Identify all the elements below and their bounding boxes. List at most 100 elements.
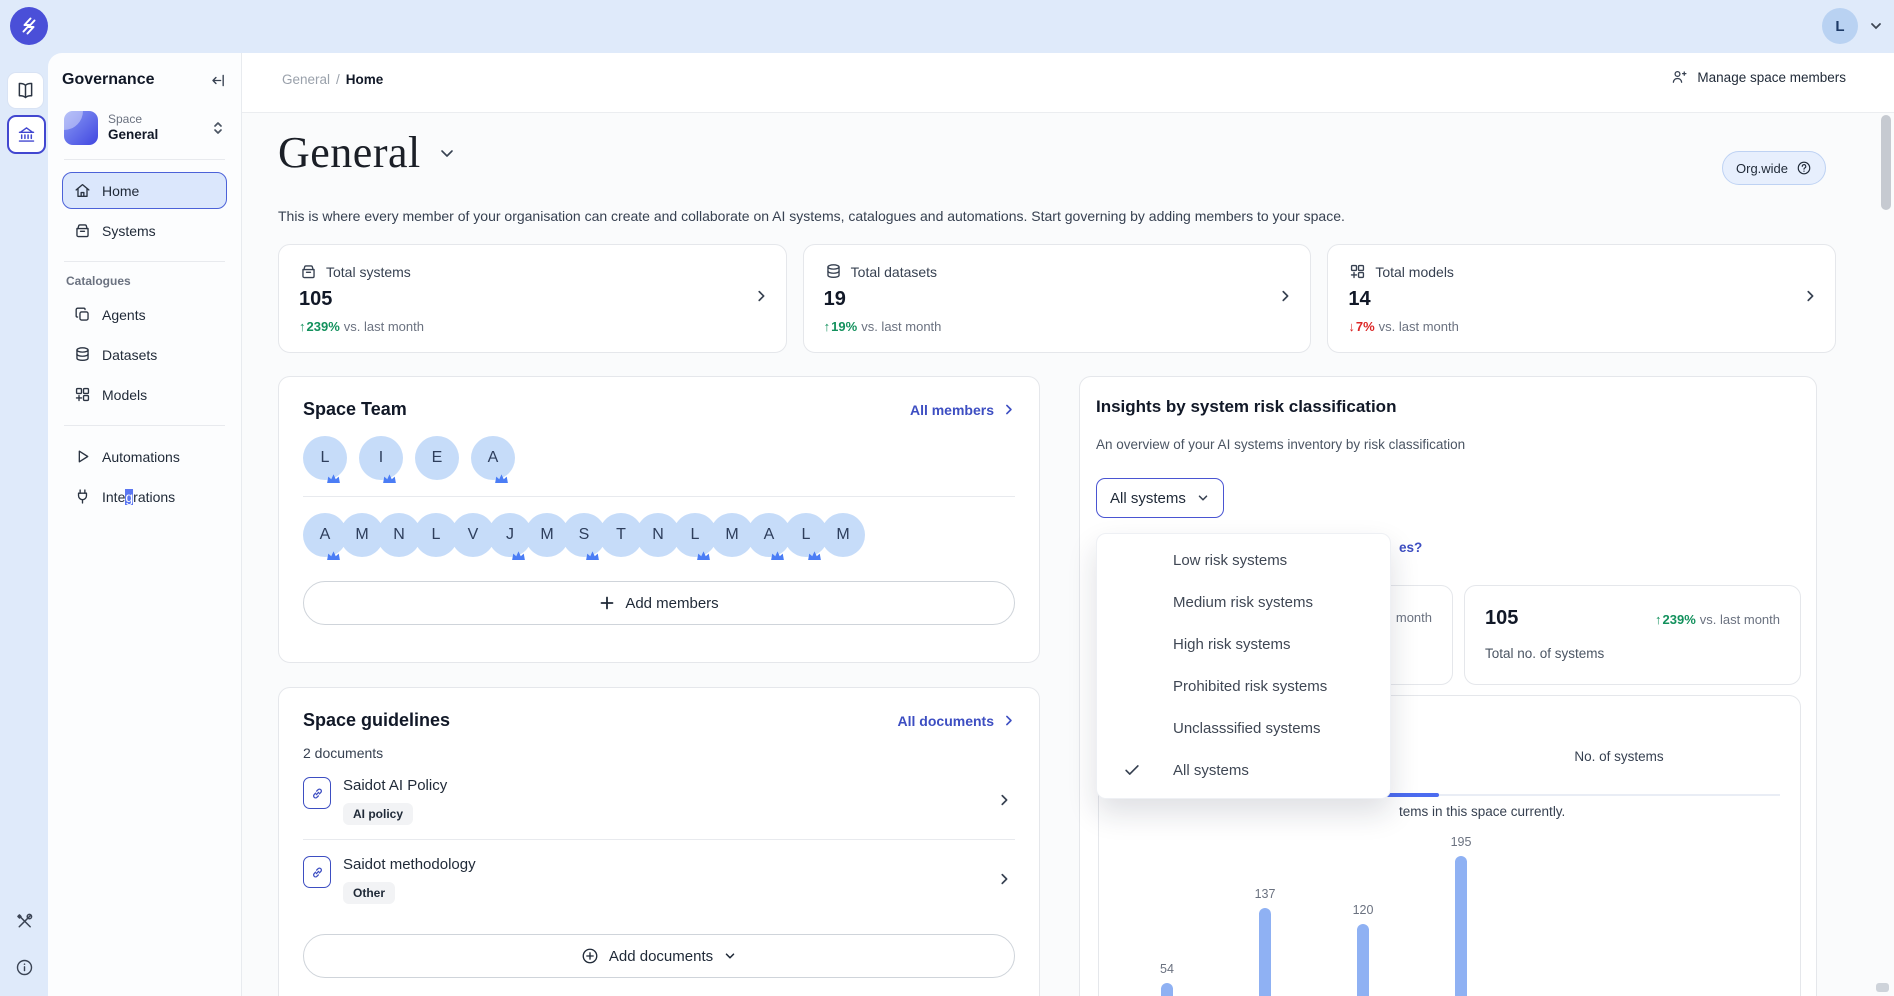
systems-icon	[299, 262, 318, 281]
add-members-button[interactable]: Add members	[303, 581, 1015, 625]
chevron-right-icon[interactable]	[997, 872, 1011, 886]
sidebar-item-label: Automations	[102, 448, 180, 465]
member-avatar[interactable]: L	[414, 513, 458, 557]
member-avatar[interactable]: A	[303, 513, 347, 560]
title-chevron-down-icon[interactable]	[437, 143, 457, 163]
breadcrumb-root[interactable]: General	[282, 72, 331, 87]
member-avatar[interactable]: T	[599, 513, 643, 557]
member-avatar[interactable]: L	[784, 513, 828, 560]
user-avatar[interactable]: L	[1822, 8, 1858, 44]
bank-icon	[16, 124, 37, 145]
member-avatar[interactable]: L	[303, 436, 347, 483]
member-avatar[interactable]: N	[377, 513, 421, 557]
member-avatar[interactable]: S	[562, 513, 606, 560]
library-nav-button[interactable]	[7, 72, 44, 109]
member-avatar[interactable]: M	[340, 513, 384, 557]
menu-option-label: All systems	[1173, 762, 1249, 779]
menu-option-unclasssified-systems[interactable]: Unclasssified systems	[1097, 708, 1390, 750]
models-icon	[1348, 262, 1367, 281]
menu-option-all-systems[interactable]: All systems	[1097, 750, 1390, 792]
bar[interactable]	[1259, 908, 1271, 996]
sidebar-item-agents[interactable]: Agents	[62, 296, 227, 333]
avatar-initial: T	[599, 513, 643, 557]
risk-filter-dropdown[interactable]: All systems	[1096, 478, 1224, 518]
member-avatar[interactable]: E	[415, 436, 459, 480]
app-logo[interactable]	[10, 7, 48, 45]
chevron-right-icon[interactable]	[1278, 289, 1292, 303]
documents-list: Saidot AI Policy AI policy Saidot methodol…	[303, 761, 1015, 918]
help-question-icon[interactable]	[1796, 160, 1812, 176]
crown-icon	[382, 473, 397, 484]
member-avatar[interactable]: M	[821, 513, 865, 557]
governance-nav-button[interactable]	[7, 115, 46, 154]
document-row[interactable]: Saidot AI Policy AI policy	[303, 761, 1015, 839]
member-avatar[interactable]: L	[673, 513, 717, 560]
manage-space-members-button[interactable]: Manage space members	[1670, 68, 1846, 86]
document-name: Saidot methodology	[343, 856, 476, 873]
menu-option-low-risk-systems[interactable]: Low risk systems	[1097, 540, 1390, 582]
summary-value: 105	[1485, 607, 1519, 629]
breadcrumb: General / Home	[282, 72, 383, 87]
menu-option-medium-risk-systems[interactable]: Medium risk systems	[1097, 582, 1390, 624]
member-avatar[interactable]: I	[359, 436, 403, 483]
insights-card: Insights by system risk classification A…	[1079, 376, 1817, 996]
documents-count: 2 documents	[303, 745, 384, 761]
bar-value-label: 120	[1352, 902, 1374, 917]
settings-tools-button[interactable]	[8, 905, 40, 937]
bar[interactable]	[1357, 923, 1369, 996]
member-avatar[interactable]: N	[636, 513, 680, 557]
member-avatar[interactable]: A	[471, 436, 515, 483]
sidebar-item-systems[interactable]: Systems	[62, 212, 227, 249]
document-tag: AI policy	[343, 803, 414, 825]
space-selector-label: Space	[108, 112, 143, 127]
sidebar-item-datasets[interactable]: Datasets	[62, 336, 227, 373]
bar[interactable]	[1455, 855, 1467, 996]
crown-icon	[696, 550, 711, 561]
sidebar-item-automations[interactable]: Automations	[62, 438, 227, 475]
chevron-down-icon[interactable]	[1868, 18, 1884, 34]
member-avatar[interactable]: M	[710, 513, 754, 557]
summary-delta: 239%	[1655, 612, 1696, 627]
plus-icon	[599, 595, 615, 611]
sidebar-item-home[interactable]: Home	[62, 172, 227, 209]
sidebar-section-heading: Catalogues	[66, 274, 131, 288]
risk-categories-link-fragment[interactable]: es?	[1399, 540, 1423, 555]
member-avatar[interactable]: M	[525, 513, 569, 557]
space-guidelines-title: Space guidelines	[303, 710, 451, 730]
all-members-link[interactable]: All members	[910, 402, 1015, 418]
member-avatar[interactable]: J	[488, 513, 532, 560]
sidebar-item-models[interactable]: Models	[62, 376, 227, 413]
menu-option-high-risk-systems[interactable]: High risk systems	[1097, 624, 1390, 666]
space-guidelines-card: Space guidelines All documents 2 documen…	[278, 687, 1040, 996]
info-button[interactable]	[8, 951, 40, 983]
menu-option-label: Prohibited risk systems	[1173, 678, 1328, 695]
space-selector[interactable]: Space General	[64, 111, 225, 145]
avatar-initial: M	[710, 513, 754, 557]
avatar-initial: L	[1835, 17, 1845, 35]
stat-card-total-systems[interactable]: Total systems 105 239%vs. last month	[278, 244, 787, 353]
document-row[interactable]: Saidot methodology Other	[303, 840, 1015, 918]
home-icon	[73, 181, 92, 200]
bar[interactable]	[1161, 983, 1173, 996]
scrollbar-thumb[interactable]	[1881, 115, 1891, 210]
member-avatar[interactable]: V	[451, 513, 495, 557]
sidebar-item-label: Home	[102, 182, 140, 199]
sidebar-item-integrations[interactable]: Integrations	[62, 478, 227, 515]
chevron-right-icon[interactable]	[754, 289, 768, 303]
tab-no-of-systems[interactable]: No. of systems	[1574, 749, 1664, 764]
chevron-right-icon[interactable]	[997, 793, 1011, 807]
crown-icon	[326, 550, 341, 561]
org-wide-badge[interactable]: Org.wide	[1722, 151, 1827, 185]
chevron-right-icon[interactable]	[1803, 289, 1817, 303]
all-documents-link[interactable]: All documents	[898, 713, 1015, 729]
collapse-sidebar-icon[interactable]	[210, 72, 227, 89]
member-avatar[interactable]: A	[747, 513, 791, 560]
avatar-initial: M	[340, 513, 384, 557]
crown-icon	[511, 550, 526, 561]
divider	[303, 496, 1015, 497]
menu-option-prohibited-risk-systems[interactable]: Prohibited risk systems	[1097, 666, 1390, 708]
space-avatar	[64, 111, 98, 145]
add-documents-button[interactable]: Add documents	[303, 934, 1015, 978]
